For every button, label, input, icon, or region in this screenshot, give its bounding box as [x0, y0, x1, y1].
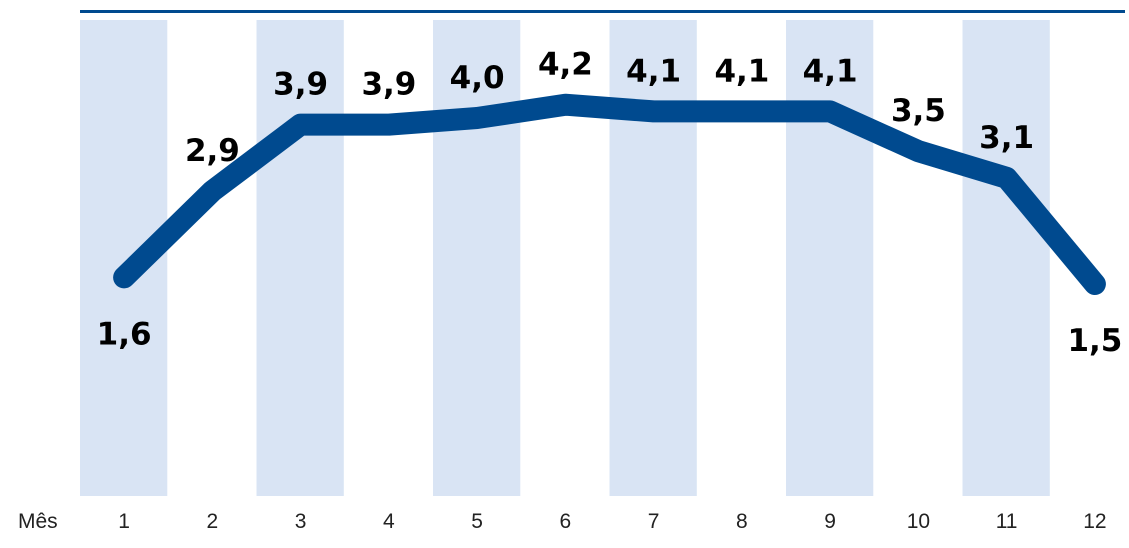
- x-tick-label: 2: [207, 510, 219, 533]
- series-line: [113, 93, 1106, 295]
- data-label: 1,5: [1067, 323, 1122, 359]
- column-bands: [80, 20, 1050, 496]
- x-tick-label: 7: [648, 510, 660, 533]
- value-labels: 1,6 2,9 3,9 3,9 4,0 4,2 4,1 4,1 4,1 3,5 3,1 1,5: [97, 47, 1123, 359]
- column-band: [962, 20, 1050, 496]
- data-label: 4,1: [714, 53, 769, 89]
- data-label: 4,2: [538, 47, 593, 83]
- data-label: 4,1: [626, 53, 681, 89]
- x-axis-title: Mês: [18, 510, 58, 533]
- x-tick-labels: 1 2 3 4 5 6 7 8 9 10 11 12: [118, 510, 1106, 533]
- data-label: 1,6: [97, 316, 152, 352]
- data-label: 4,0: [450, 60, 505, 96]
- x-tick-label: 3: [295, 510, 307, 533]
- x-tick-label: 11: [996, 510, 1018, 533]
- data-label: 4,1: [803, 53, 858, 89]
- data-label: 3,9: [273, 67, 328, 103]
- data-label: 3,9: [361, 67, 416, 103]
- x-tick-label: 4: [383, 510, 395, 533]
- column-band: [433, 20, 521, 496]
- column-band: [256, 20, 344, 496]
- data-label: 3,5: [891, 93, 946, 129]
- column-band: [786, 20, 874, 496]
- x-tick-label: 6: [560, 510, 572, 533]
- x-tick-label: 10: [907, 510, 930, 533]
- x-tick-label: 1: [118, 510, 130, 533]
- data-label: 3,1: [979, 120, 1034, 156]
- column-band: [609, 20, 697, 496]
- x-tick-label: 5: [471, 510, 483, 533]
- x-tick-label: 8: [736, 510, 748, 533]
- data-label: 2,9: [185, 133, 240, 169]
- x-tick-label: 12: [1083, 510, 1106, 533]
- x-tick-label: 9: [824, 510, 836, 533]
